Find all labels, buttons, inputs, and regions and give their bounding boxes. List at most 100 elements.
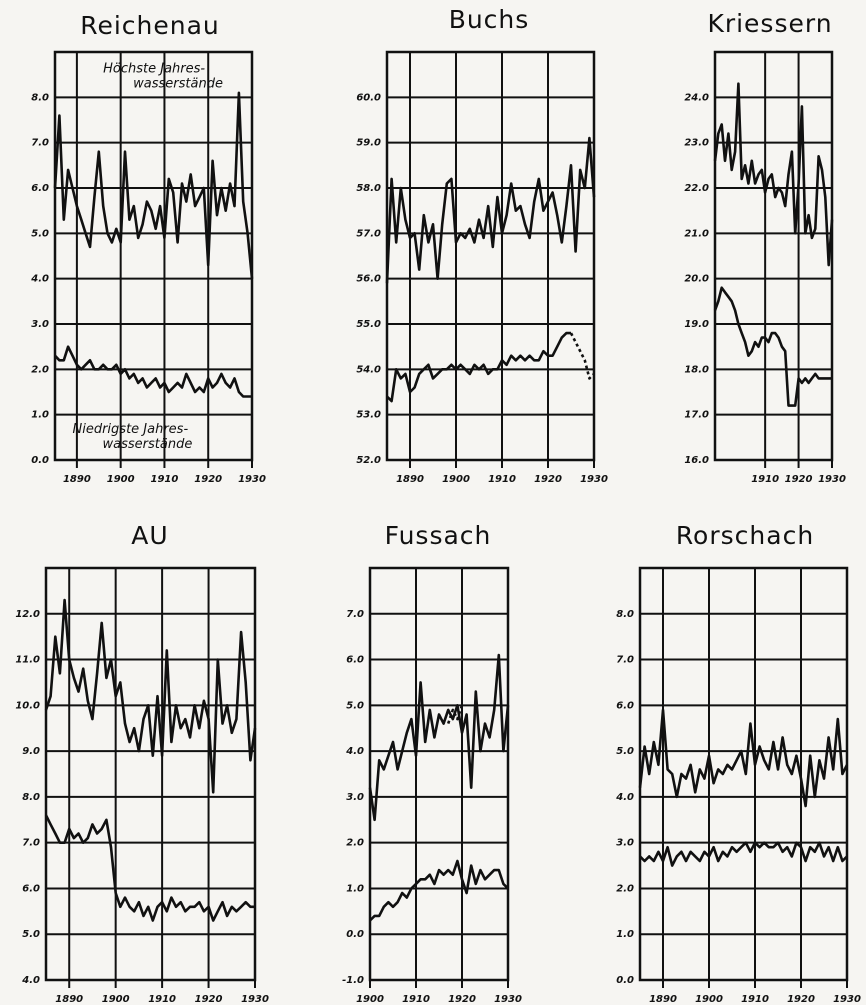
y-tick-label: 6.0 <box>22 883 40 894</box>
y-tick-label: 9.0 <box>22 746 40 757</box>
y-tick-label: 8.0 <box>616 609 634 620</box>
annotation-text: Niedrigste Jahres- <box>73 422 189 437</box>
y-tick-label: 18.0 <box>684 364 709 375</box>
x-tick-label: 1930 <box>580 474 608 485</box>
series-line-1 <box>54 345 252 398</box>
series-line-0 <box>53 91 254 279</box>
panel-title: Kriessern <box>707 9 832 38</box>
x-tick-label: 1930 <box>494 994 522 1005</box>
x-tick-label: 1900 <box>695 994 723 1005</box>
x-tick-label: 1900 <box>102 994 130 1005</box>
x-tick-label: 1890 <box>649 994 677 1005</box>
x-tick-label: 1910 <box>741 994 769 1005</box>
y-tick-label: -1.0 <box>342 975 364 986</box>
y-tick-label: 7.0 <box>616 655 634 666</box>
panel-3: AU 4.0 5.0 6.0 7.0 8.0 9.0 10.0 11.0 12.0 1890 1900… <box>15 521 269 1005</box>
series-line-1 <box>44 814 255 922</box>
y-tick-label: 3.0 <box>31 319 49 330</box>
series-line-0 <box>713 82 834 267</box>
panel-title: Fussach <box>385 521 492 550</box>
panel-4: Fussach -1.0 0.0 1.0 2.0 3.0 4.0 5.0 6.0 7.0 1900 1… <box>342 521 522 1005</box>
x-tick-label: 1890 <box>396 474 424 485</box>
y-tick-label: 5.0 <box>22 929 40 940</box>
series-line-0 <box>385 136 596 284</box>
y-tick-label: 5.0 <box>31 228 49 239</box>
y-tick-label: 4.0 <box>30 274 49 285</box>
y-tick-label: 1.0 <box>31 410 49 421</box>
series-line-0 <box>368 653 510 822</box>
y-tick-label: 11.0 <box>15 655 40 666</box>
annotation-text: wasserstände <box>133 76 223 91</box>
y-tick-label: 22.0 <box>684 183 709 194</box>
x-tick-label: 1920 <box>195 994 223 1005</box>
y-tick-label: 5.0 <box>346 700 364 711</box>
y-tick-label: 0.0 <box>616 975 634 986</box>
panel-title: Buchs <box>449 5 530 34</box>
y-tick-label: 4.0 <box>615 792 634 803</box>
y-tick-label: 3.0 <box>616 838 634 849</box>
y-tick-label: 23.0 <box>684 138 709 149</box>
x-tick-label: 1920 <box>194 474 222 485</box>
plot-frame <box>368 566 510 982</box>
panel-title: Rorschach <box>676 521 814 550</box>
y-tick-label: 2.0 <box>616 883 634 894</box>
x-tick-label: 1910 <box>751 474 779 485</box>
y-tick-label: 21.0 <box>684 228 709 239</box>
x-tick-label: 1930 <box>238 474 266 485</box>
x-tick-label: 1920 <box>787 994 815 1005</box>
y-tick-label: 1.0 <box>616 929 634 940</box>
y-tick-label: 3.0 <box>346 792 364 803</box>
y-tick-label: 1.0 <box>346 883 364 894</box>
x-tick-label: 1920 <box>448 994 476 1005</box>
y-tick-label: 54.0 <box>356 364 381 375</box>
x-tick-label: 1920 <box>785 474 813 485</box>
y-tick-label: 5.0 <box>616 746 634 757</box>
series-line-2 <box>569 332 595 380</box>
y-tick-label: 0.0 <box>346 929 364 940</box>
x-tick-label: 1900 <box>107 474 135 485</box>
x-tick-label: 1920 <box>534 474 562 485</box>
x-tick-label: 1890 <box>55 994 83 1005</box>
y-tick-label: 7.0 <box>346 609 364 620</box>
y-tick-label: 4.0 <box>21 975 40 986</box>
panel-title: Reichenau <box>80 11 220 40</box>
y-tick-label: 57.0 <box>356 228 381 239</box>
panel-0: Reichenau 0.0 1.0 2.0 3.0 4.0 5.0 6.0 7.0 8.0 1890… <box>30 11 266 485</box>
y-tick-label: 55.0 <box>356 319 381 330</box>
y-tick-label: 7.0 <box>31 138 49 149</box>
y-tick-label: 20.0 <box>684 274 709 285</box>
y-tick-label: 8.0 <box>31 92 49 103</box>
plot-frame <box>713 50 834 462</box>
series-line-1 <box>386 331 571 403</box>
series-line-1 <box>713 286 832 407</box>
y-tick-label: 17.0 <box>684 410 709 421</box>
y-tick-label: 19.0 <box>684 319 709 330</box>
y-tick-label: 2.0 <box>346 838 364 849</box>
y-tick-label: 6.0 <box>346 655 364 666</box>
annotation-text: Höchste Jahres- <box>103 61 205 76</box>
series-line-1 <box>446 704 464 725</box>
x-tick-label: 1910 <box>402 994 430 1005</box>
series-line-2 <box>369 859 509 922</box>
y-tick-label: 10.0 <box>15 700 40 711</box>
y-tick-label: 8.0 <box>22 792 40 803</box>
y-tick-label: 60.0 <box>356 92 381 103</box>
y-tick-label: 56.0 <box>356 274 381 285</box>
x-tick-label: 1910 <box>148 994 176 1005</box>
y-tick-label: 59.0 <box>356 138 381 149</box>
y-tick-label: 53.0 <box>356 410 381 421</box>
x-tick-label: 1910 <box>151 474 179 485</box>
y-tick-label: 16.0 <box>684 455 709 466</box>
x-tick-label: 1930 <box>818 474 846 485</box>
panel-2: Kriessern 16.0 17.0 18.0 19.0 20.0 21.0 22.0 23.… <box>684 9 846 485</box>
x-tick-label: 1930 <box>241 994 269 1005</box>
y-tick-label: 4.0 <box>345 746 364 757</box>
series-line-0 <box>44 598 257 794</box>
series-line-0 <box>638 708 849 808</box>
plot-frame <box>53 50 254 462</box>
y-tick-label: 24.0 <box>684 92 709 103</box>
x-tick-label: 1930 <box>833 994 861 1005</box>
y-tick-label: 6.0 <box>31 183 49 194</box>
y-tick-label: 0.0 <box>31 455 49 466</box>
